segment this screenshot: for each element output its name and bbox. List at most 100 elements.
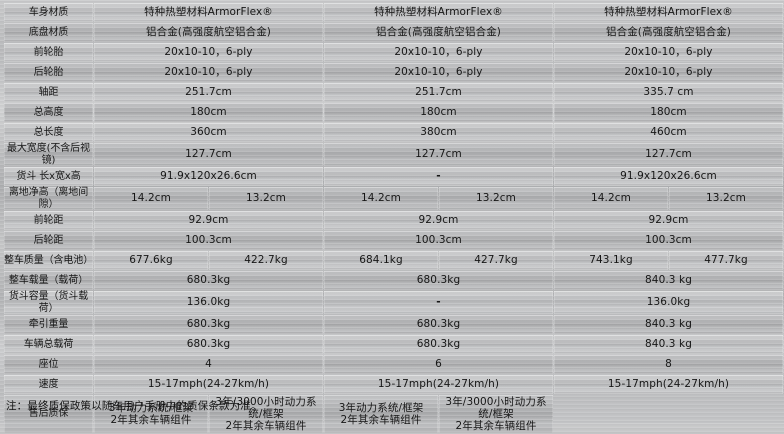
- spec-cell: 680.3kg: [324, 335, 553, 354]
- spec-cell: 680.3kg: [324, 271, 553, 290]
- spec-cell: 20x10-10，6-ply: [554, 63, 783, 82]
- row-label: 货斗 长x宽x高: [4, 167, 93, 186]
- table-row: 后轮距 100.3cm 100.3cm 100.3cm: [4, 231, 783, 250]
- spec-cell: 20x10-10，6-ply: [94, 63, 323, 82]
- table-row: 总高度 180cm 180cm 180cm: [4, 103, 783, 122]
- spec-cell: 14.2cm: [324, 187, 438, 210]
- spec-cell: 91.9x120x26.6cm: [554, 167, 783, 186]
- row-label: 后轮距: [4, 231, 93, 250]
- spec-cell: 20x10-10，6-ply: [554, 43, 783, 62]
- spec-cell: 铝合金(高强度航空铝合金): [324, 23, 553, 42]
- table-row: 速度 15-17mph(24-27km/h) 15-17mph(24-27km/h)…: [4, 375, 783, 394]
- spec-cell: 684.1kg: [324, 251, 438, 270]
- spec-cell: 铝合金(高强度航空铝合金): [94, 23, 323, 42]
- table-row: 车辆总载荷 680.3kg 680.3kg 840.3 kg: [4, 335, 783, 354]
- spec-cell: 3年/3000小时动力系统/框架 2年其余车辆组件: [439, 395, 553, 433]
- spec-cell: 20x10-10，6-ply: [324, 63, 553, 82]
- row-label: 总高度: [4, 103, 93, 122]
- spec-sheet-page: 车身材质 特种热塑材料ArmorFlex® 特种热塑材料ArmorFlex® 特种热塑…: [4, 3, 783, 433]
- spec-cell: 6: [324, 355, 553, 374]
- table-row: 底盘材质 铝合金(高强度航空铝合金) 铝合金(高强度航空铝合金) 铝合金(高强度航空铝…: [4, 23, 783, 42]
- spec-cell: 13.2cm: [209, 187, 323, 210]
- spec-cell: 840.3 kg: [554, 315, 783, 334]
- spec-cell: 100.3cm: [554, 231, 783, 250]
- row-label: 底盘材质: [4, 23, 93, 42]
- spec-cell: 特种热塑材料ArmorFlex®: [94, 3, 323, 22]
- table-row: 座位 4 6 8: [4, 355, 783, 374]
- spec-cell: 680.3kg: [324, 315, 553, 334]
- spec-cell: 91.9x120x26.6cm: [94, 167, 323, 186]
- table-row: 后轮胎 20x10-10，6-ply 20x10-10，6-ply 20x10-10，…: [4, 63, 783, 82]
- table-row: 前轮距 92.9cm 92.9cm 92.9cm: [4, 211, 783, 230]
- spec-cell: 360cm: [94, 123, 323, 142]
- spec-cell: 127.7cm: [554, 143, 783, 166]
- spec-cell: 380cm: [324, 123, 553, 142]
- spec-cell: 460cm: [554, 123, 783, 142]
- spec-cell: 127.7cm: [324, 143, 553, 166]
- spec-cell: 14.2cm: [94, 187, 208, 210]
- spec-cell: 92.9cm: [554, 211, 783, 230]
- table-row: 牵引重量 680.3kg 680.3kg 840.3 kg: [4, 315, 783, 334]
- spec-cell: 422.7kg: [209, 251, 323, 270]
- spec-cell: 15-17mph(24-27km/h): [324, 375, 553, 394]
- spec-cell: 136.0kg: [554, 291, 783, 314]
- row-label: 车辆总载荷: [4, 335, 93, 354]
- spec-cell: 13.2cm: [439, 187, 553, 210]
- spec-cell: 铝合金(高强度航空铝合金): [554, 23, 783, 42]
- spec-cell: 100.3cm: [324, 231, 553, 250]
- warranty-footnote: 注：最终质保政策以随车用户手册中的质保条款为准。: [6, 400, 262, 412]
- spec-table-body: 车身材质 特种热塑材料ArmorFlex® 特种热塑材料ArmorFlex® 特种热塑…: [4, 3, 783, 433]
- table-row: 车身材质 特种热塑材料ArmorFlex® 特种热塑材料ArmorFlex® 特种热塑…: [4, 3, 783, 22]
- spec-cell: 136.0kg: [94, 291, 323, 314]
- row-label: 整车质量（含电池）: [4, 251, 93, 270]
- table-row: 整车质量（含电池） 677.6kg 422.7kg 684.1kg 427.7kg 743…: [4, 251, 783, 270]
- spec-cell: 92.9cm: [324, 211, 553, 230]
- spec-cell: 4: [94, 355, 323, 374]
- row-label: 货斗容量（货斗载荷）: [4, 291, 93, 314]
- spec-cell: 743.1kg: [554, 251, 668, 270]
- row-label: 前轮距: [4, 211, 93, 230]
- spec-cell: 335.7 cm: [554, 83, 783, 102]
- table-row: 轴距 251.7cm 251.7cm 335.7 cm: [4, 83, 783, 102]
- spec-cell: 427.7kg: [439, 251, 553, 270]
- spec-cell: 477.7kg: [669, 251, 783, 270]
- spec-cell: 8: [554, 355, 783, 374]
- row-label: 整车载量（载荷）: [4, 271, 93, 290]
- table-row: 最大宽度(不含后视镜) 127.7cm 127.7cm 127.7cm: [4, 143, 783, 166]
- row-label: 车身材质: [4, 3, 93, 22]
- spec-cell: 680.3kg: [94, 315, 323, 334]
- spec-cell: 680.3kg: [94, 271, 323, 290]
- spec-cell: 680.3kg: [94, 335, 323, 354]
- table-row: 总长度 360cm 380cm 460cm: [4, 123, 783, 142]
- spec-cell: 180cm: [94, 103, 323, 122]
- spec-cell: 14.2cm: [554, 187, 668, 210]
- spec-cell: 特种热塑材料ArmorFlex®: [554, 3, 783, 22]
- row-label: 总长度: [4, 123, 93, 142]
- row-label: 速度: [4, 375, 93, 394]
- spec-cell: 特种热塑材料ArmorFlex®: [324, 3, 553, 22]
- spec-cell: 180cm: [554, 103, 783, 122]
- table-row: 前轮胎 20x10-10，6-ply 20x10-10，6-ply 20x10-10，…: [4, 43, 783, 62]
- spec-cell: 15-17mph(24-27km/h): [554, 375, 783, 394]
- spec-cell: 840.3 kg: [554, 271, 783, 290]
- row-label: 牵引重量: [4, 315, 93, 334]
- spec-cell: 20x10-10，6-ply: [324, 43, 553, 62]
- spec-cell: 20x10-10，6-ply: [94, 43, 323, 62]
- row-label: 最大宽度(不含后视镜): [4, 143, 93, 166]
- table-row: 离地净高（离地间隙） 14.2cm 13.2cm 14.2cm 13.2cm 14.2cm…: [4, 187, 783, 210]
- table-row: 货斗容量（货斗载荷） 136.0kg -136.0kg: [4, 291, 783, 314]
- spec-cell: 127.7cm: [94, 143, 323, 166]
- row-label: 前轮胎: [4, 43, 93, 62]
- row-label: 座位: [4, 355, 93, 374]
- spec-cell: 15-17mph(24-27km/h): [94, 375, 323, 394]
- spec-cell: -: [324, 167, 553, 186]
- row-label: 离地净高（离地间隙）: [4, 187, 93, 210]
- spec-cell: 251.7cm: [94, 83, 323, 102]
- spec-cell: 3年动力系统/框架 2年其余车辆组件: [324, 395, 438, 433]
- spec-cell: 100.3cm: [94, 231, 323, 250]
- spec-cell: 180cm: [324, 103, 553, 122]
- row-label: 后轮胎: [4, 63, 93, 82]
- spec-cell: -: [324, 291, 553, 314]
- spec-cell: 840.3 kg: [554, 335, 783, 354]
- row-label: 轴距: [4, 83, 93, 102]
